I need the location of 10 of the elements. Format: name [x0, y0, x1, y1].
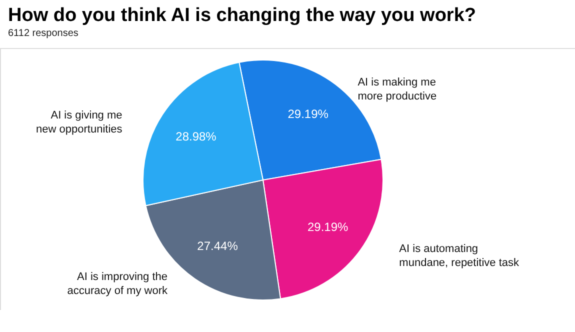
slice-label: AI is automating mundane, repetitive task	[399, 243, 520, 270]
chart-subtitle: 6112 responses	[8, 28, 78, 39]
data-label: 28.98%	[176, 129, 217, 144]
data-label: 29.19%	[307, 220, 349, 234]
chart-title: How do you think AI is changing the way you work?	[8, 5, 476, 26]
data-label: 29.19%	[288, 106, 329, 121]
slice-label: AI is giving me new opportunities	[36, 110, 123, 136]
slice-label: AI is improving the accuracy of my work	[67, 271, 168, 298]
slice-label: AI is making me more productive	[358, 76, 437, 103]
data-label: 27.44%	[197, 238, 238, 253]
